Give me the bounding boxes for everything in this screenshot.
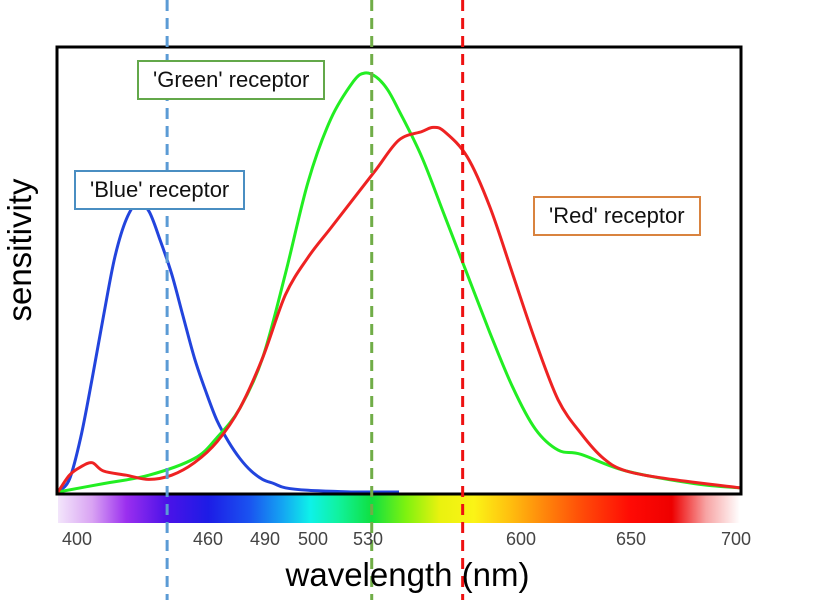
y-axis-label: sensitivity (1, 178, 38, 322)
curves (56, 71, 741, 494)
x-axis-label: wavelength (nm) (285, 556, 530, 593)
blue-receptor-curve (56, 201, 399, 494)
spectrum-bar (58, 495, 740, 523)
green-receptor-label: 'Green' receptor (137, 60, 326, 100)
x-tick-600: 600 (506, 529, 536, 549)
blue-receptor-label: 'Blue' receptor (74, 170, 246, 210)
x-tick-400: 400 (62, 529, 92, 549)
x-tick-460: 460 (193, 529, 223, 549)
x-tick-700: 700 (721, 529, 751, 549)
x-tick-labels: 400 460 490 500 530 600 650 700 (62, 529, 751, 549)
marker-lines (165, 0, 465, 600)
x-tick-530: 530 (353, 529, 383, 549)
x-tick-490: 490 (250, 529, 280, 549)
red-receptor-curve (56, 125, 741, 493)
green-receptor-curve (57, 71, 741, 494)
x-tick-650: 650 (616, 529, 646, 549)
red-receptor-label: 'Red' receptor (533, 196, 701, 236)
x-tick-500: 500 (298, 529, 328, 549)
plot-frame (55, 45, 743, 496)
